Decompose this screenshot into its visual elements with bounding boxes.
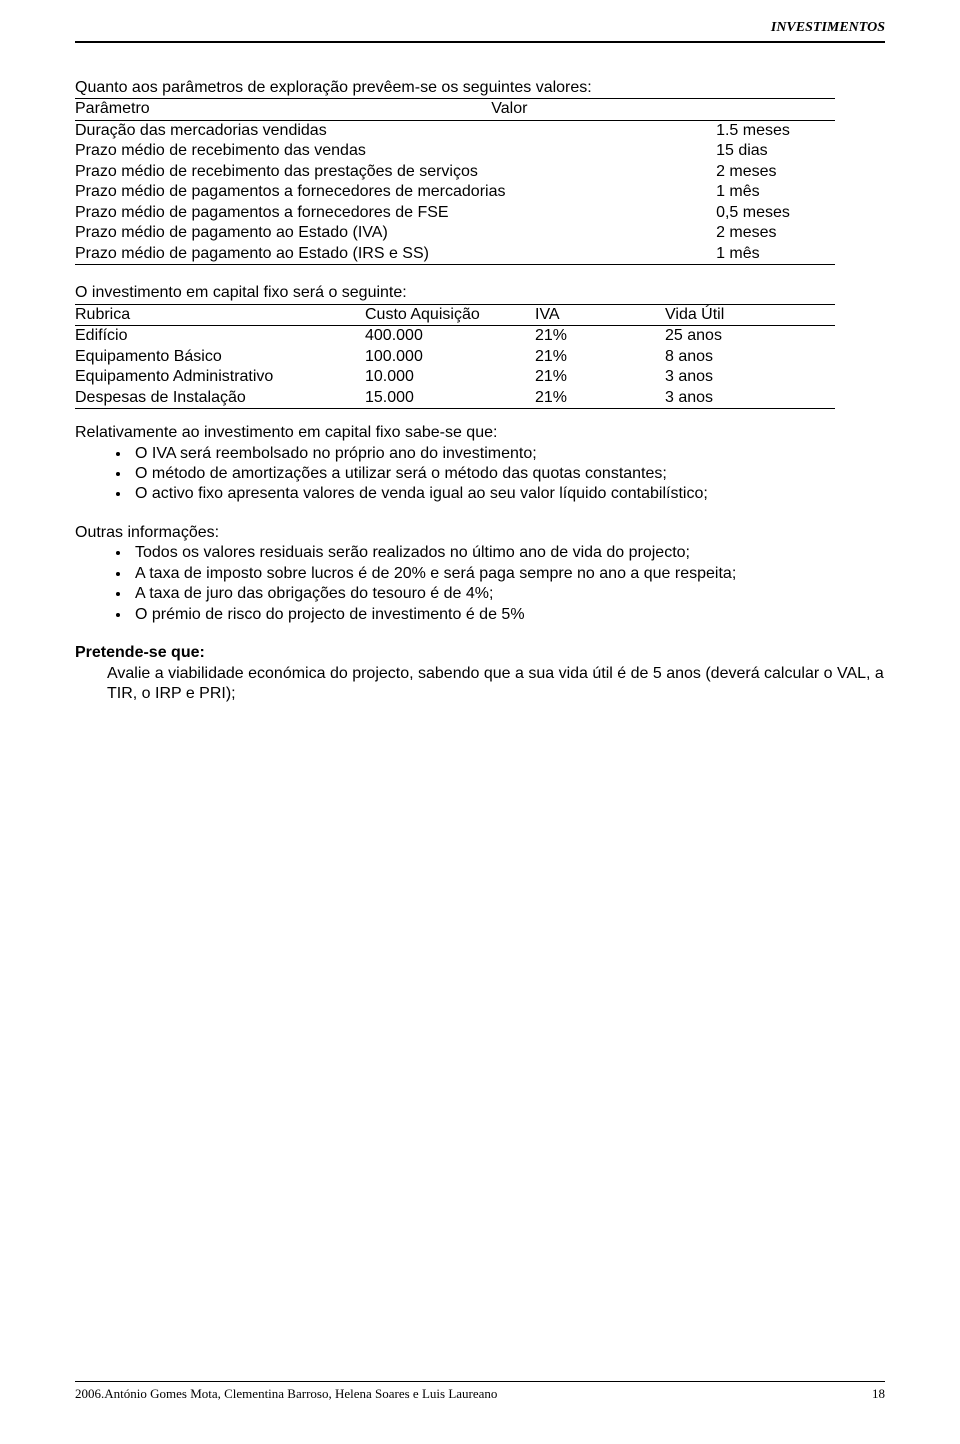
value-cell: 2 meses <box>676 223 835 243</box>
invest-table-body: Edifício 400.000 21% 25 anos Equipamento… <box>75 326 835 408</box>
params-table: Parâmetro Valor <box>75 99 835 119</box>
param-cell: Prazo médio de pagamento ao Estado (IRS … <box>75 244 676 264</box>
table-row: Prazo médio de pagamento ao Estado (IVA)… <box>75 223 835 243</box>
table-row: Equipamento Básico 100.000 21% 8 anos <box>75 347 835 367</box>
list-item: O activo fixo apresenta valores de venda… <box>131 484 885 504</box>
table-row: Prazo médio de recebimento das vendas15 … <box>75 141 835 161</box>
table-row: Prazo médio de pagamento ao Estado (IRS … <box>75 244 835 264</box>
rubrica-cell: Equipamento Básico <box>75 347 365 367</box>
vida-cell: 8 anos <box>665 347 835 367</box>
list-item: A taxa de juro das obrigações do tesouro… <box>131 584 885 604</box>
header-label: INVESTIMENTOS <box>771 20 885 36</box>
custo-cell: 100.000 <box>365 347 535 367</box>
relative-intro: Relativamente ao investimento em capital… <box>75 423 885 443</box>
outras-intro: Outras informações: <box>75 523 885 543</box>
footer-page-number: 18 <box>872 1386 885 1402</box>
pretende-text: Avalie a viabilidade económica do projec… <box>107 664 885 705</box>
vida-cell: 25 anos <box>665 326 835 346</box>
list-item: A taxa de imposto sobre lucros é de 20% … <box>131 564 885 584</box>
header-rule <box>75 41 885 43</box>
iva-cell: 21% <box>535 347 665 367</box>
table-row: Prazo médio de pagamentos a fornecedores… <box>75 182 835 202</box>
value-cell: 15 dias <box>676 141 835 161</box>
list-item: O IVA será reembolsado no próprio ano do… <box>131 444 885 464</box>
param-cell: Prazo médio de pagamentos a fornecedores… <box>75 203 676 223</box>
rubrica-cell: Equipamento Administrativo <box>75 367 365 387</box>
rubrica-cell: Edifício <box>75 326 365 346</box>
value-cell: 1 mês <box>676 182 835 202</box>
invest-table: Rubrica Custo Aquisição IVA Vida Útil <box>75 305 835 325</box>
param-cell: Prazo médio de recebimento das prestaçõe… <box>75 162 676 182</box>
list-item: O método de amortizações a utilizar será… <box>131 464 885 484</box>
custo-cell: 10.000 <box>365 367 535 387</box>
invest-header-rubrica: Rubrica <box>75 305 365 325</box>
list-item: O prémio de risco do projecto de investi… <box>131 605 885 625</box>
footer: 2006.António Gomes Mota, Clementina Barr… <box>75 1381 885 1402</box>
outras-list: Todos os valores residuais serão realiza… <box>75 543 885 625</box>
rubrica-cell: Despesas de Instalação <box>75 388 365 408</box>
invest-header-vida: Vida Útil <box>665 305 835 325</box>
vida-cell: 3 anos <box>665 388 835 408</box>
footer-text: 2006.António Gomes Mota, Clementina Barr… <box>75 1386 497 1402</box>
params-intro: Quanto aos parâmetros de exploração prev… <box>75 78 885 98</box>
table-row: Duração das mercadorias vendidas1.5 mese… <box>75 121 835 141</box>
value-cell: 0,5 meses <box>676 203 835 223</box>
iva-cell: 21% <box>535 388 665 408</box>
param-cell: Prazo médio de pagamento ao Estado (IVA) <box>75 223 676 243</box>
iva-cell: 21% <box>535 367 665 387</box>
param-cell: Duração das mercadorias vendidas <box>75 121 676 141</box>
table-row: Prazo médio de pagamentos a fornecedores… <box>75 203 835 223</box>
param-cell: Prazo médio de pagamentos a fornecedores… <box>75 182 676 202</box>
invest-intro: O investimento em capital fixo será o se… <box>75 283 885 303</box>
table-row: Prazo médio de recebimento das prestaçõe… <box>75 162 835 182</box>
params-header-value: Valor <box>451 99 835 119</box>
custo-cell: 15.000 <box>365 388 535 408</box>
param-cell: Prazo médio de recebimento das vendas <box>75 141 676 161</box>
table-row: Edifício 400.000 21% 25 anos <box>75 326 835 346</box>
table-row: Equipamento Administrativo 10.000 21% 3 … <box>75 367 835 387</box>
value-cell: 1 mês <box>676 244 835 264</box>
invest-header-custo: Custo Aquisição <box>365 305 535 325</box>
params-header-param: Parâmetro <box>75 99 451 119</box>
custo-cell: 400.000 <box>365 326 535 346</box>
vida-cell: 3 anos <box>665 367 835 387</box>
table-row: Despesas de Instalação 15.000 21% 3 anos <box>75 388 835 408</box>
value-cell: 1.5 meses <box>676 121 835 141</box>
list-item: Todos os valores residuais serão realiza… <box>131 543 885 563</box>
pretende-label: Pretende-se que: <box>75 643 885 663</box>
page-body: Quanto aos parâmetros de exploração prev… <box>75 78 885 705</box>
iva-cell: 21% <box>535 326 665 346</box>
relative-list: O IVA será reembolsado no próprio ano do… <box>75 444 885 505</box>
params-table-body: Duração das mercadorias vendidas1.5 mese… <box>75 121 835 264</box>
footer-rule <box>75 1381 885 1382</box>
invest-header-iva: IVA <box>535 305 665 325</box>
value-cell: 2 meses <box>676 162 835 182</box>
